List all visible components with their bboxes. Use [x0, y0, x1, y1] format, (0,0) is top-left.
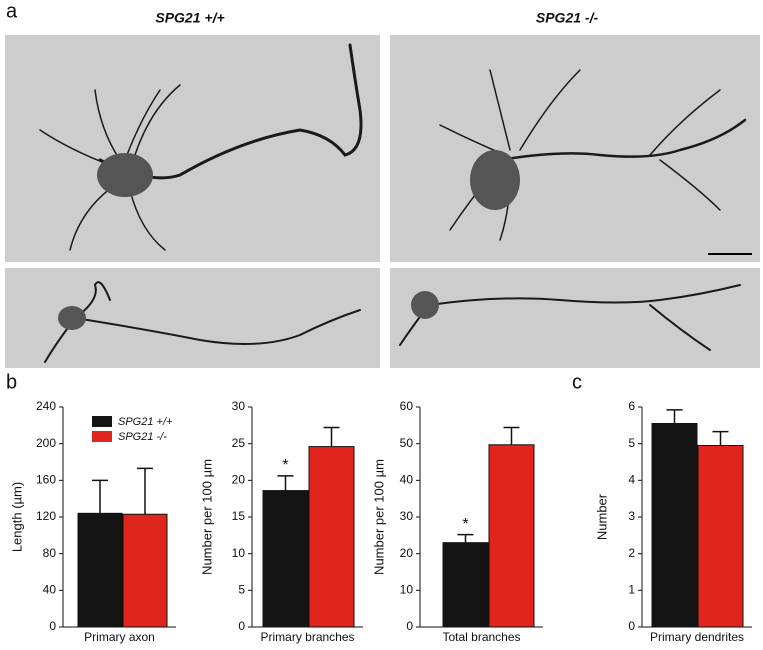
- y-tick-label: 30: [400, 509, 414, 523]
- y-tick-label: 2: [628, 546, 635, 560]
- image-title: SPG21 -/-: [536, 10, 599, 26]
- y-tick-label: 15: [232, 509, 246, 523]
- y-tick-label: 40: [400, 473, 414, 487]
- y-tick-label: 0: [49, 619, 56, 633]
- y-tick-label: 10: [400, 583, 414, 597]
- x-axis-label: Total branches: [442, 630, 520, 644]
- y-tick-label: 3: [628, 509, 635, 523]
- bar: [122, 513, 168, 628]
- y-tick-label: 6: [628, 399, 635, 413]
- y-tick-label: 1: [628, 583, 635, 597]
- y-tick-label: 10: [232, 546, 246, 560]
- annotation: *: [462, 516, 468, 533]
- y-tick-label: 0: [238, 619, 245, 633]
- error-bar: [277, 475, 294, 491]
- bar: [77, 512, 123, 628]
- bar: [488, 444, 535, 628]
- legend-swatch: [92, 416, 112, 427]
- panel-label: a: [6, 0, 18, 22]
- y-tick-label: 20: [232, 473, 246, 487]
- x-axis-label: Primary axon: [84, 630, 155, 644]
- y-axis-label: Number per 100 µm: [199, 459, 214, 575]
- panel-label: c: [572, 371, 582, 393]
- micrograph: [390, 268, 760, 368]
- micrograph: [5, 268, 380, 368]
- y-tick-label: 30: [232, 399, 246, 413]
- panel-label: b: [6, 371, 17, 393]
- error-bar: [323, 426, 340, 447]
- y-tick-label: 5: [238, 583, 245, 597]
- error-bar: [712, 430, 729, 446]
- y-tick-label: 25: [232, 436, 246, 450]
- bar: [442, 542, 489, 628]
- image-title: SPG21 +/+: [155, 10, 224, 26]
- error-bar: [503, 426, 520, 445]
- bar: [651, 423, 698, 628]
- x-axis-label: Primary branches: [260, 630, 354, 644]
- y-tick-label: 240: [36, 399, 56, 413]
- annotation: *: [282, 457, 288, 474]
- y-axis-label: Number per 100 µm: [371, 459, 386, 575]
- legend-label: SPG21 -/-: [118, 431, 167, 443]
- micrograph: [5, 35, 380, 262]
- y-tick-label: 120: [36, 509, 56, 523]
- error-bar: [137, 467, 153, 515]
- y-tick-label: 50: [400, 436, 414, 450]
- y-tick-label: 40: [43, 583, 57, 597]
- y-tick-label: 160: [36, 473, 56, 487]
- y-tick-label: 0: [628, 619, 635, 633]
- legend-label: SPG21 +/+: [118, 416, 173, 428]
- y-tick-label: 4: [628, 473, 635, 487]
- x-axis-label: Primary dendrites: [650, 630, 744, 644]
- y-axis-label: Number: [594, 493, 609, 540]
- y-tick-label: 0: [406, 619, 413, 633]
- bar: [697, 445, 744, 628]
- y-tick-label: 80: [43, 546, 57, 560]
- legend-swatch: [92, 431, 112, 442]
- micrograph: [390, 35, 760, 262]
- y-tick-label: 60: [400, 399, 414, 413]
- y-tick-label: 20: [400, 546, 414, 560]
- error-bar: [92, 479, 108, 514]
- error-bar: [666, 409, 683, 424]
- bar: [262, 490, 309, 628]
- y-tick-label: 200: [36, 436, 56, 450]
- error-bar: [457, 533, 474, 543]
- y-axis-label: Length (µm): [9, 482, 24, 552]
- y-tick-label: 5: [628, 436, 635, 450]
- bar: [308, 446, 355, 628]
